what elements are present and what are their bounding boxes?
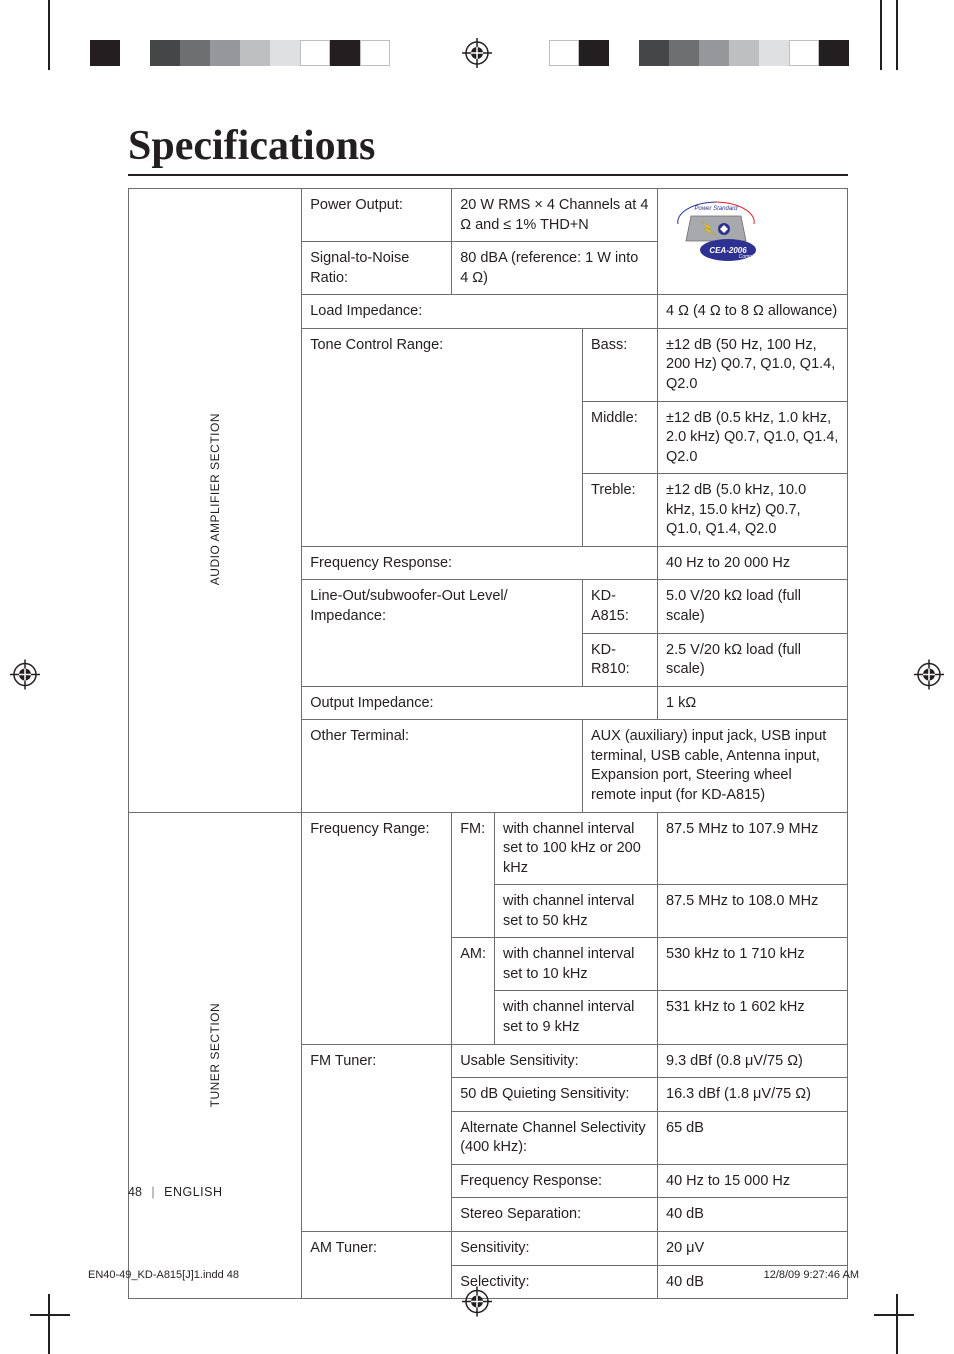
- cell-tuner-freq-value: 40 Hz to 15 000 Hz: [658, 1164, 848, 1198]
- cell-kd-a815-value: 5.0 V/20 kΩ load (full scale): [658, 580, 848, 633]
- footer-separator: |: [151, 1185, 154, 1199]
- cell-freq-resp-label: Frequency Response:: [302, 546, 658, 580]
- page-number: 48: [128, 1185, 142, 1199]
- cell-lineout-label: Line-Out/subwoofer-Out Level/ Impedance:: [302, 580, 583, 686]
- cell-tone-label: Tone Control Range:: [302, 328, 583, 546]
- cell-usable-sens-value: 9.3 dBf (0.8 μV/75 Ω): [658, 1044, 848, 1078]
- cell-kd-r810-label: KD-R810:: [583, 633, 658, 686]
- cell-am-label: AM:: [452, 938, 495, 1044]
- registration-mark-bottom: [462, 1287, 492, 1322]
- cell-am-sens-label: Sensitivity:: [452, 1231, 658, 1265]
- cell-am10-value: 530 kHz to 1 710 kHz: [658, 938, 848, 991]
- cell-stereo-sep-label: Stereo Separation:: [452, 1198, 658, 1232]
- calibration-strip-left: [90, 40, 390, 66]
- printer-crop-marks-bottom: [0, 1284, 954, 1354]
- cell-bass-value: ±12 dB (50 Hz, 100 Hz, 200 Hz) Q0.7, Q1.…: [658, 328, 848, 401]
- printer-crop-marks-top: [0, 0, 954, 90]
- cell-load-imp-value: 4 Ω (4 Ω to 8 Ω allowance): [658, 295, 848, 329]
- cell-snr-value: 80 dBA (reference: 1 W into 4 Ω): [452, 242, 658, 295]
- specifications-table: AUDIO AMPLIFIER SECTION Power Output: 20…: [128, 188, 848, 1299]
- cell-am9-label: with channel interval set to 9 kHz: [494, 991, 657, 1044]
- page-title: Specifications: [128, 122, 848, 176]
- cell-other-value: AUX (auxiliary) input jack, USB input te…: [583, 720, 848, 812]
- cell-out-imp-value: 1 kΩ: [658, 686, 848, 720]
- cell-quiet-sens-label: 50 dB Quieting Sensitivity:: [452, 1078, 658, 1112]
- cell-alt-ch-label: Alternate Channel Selectivity (400 kHz):: [452, 1111, 658, 1164]
- page-content: Specifications AUDIO AMPLIFIER SECTION P…: [128, 122, 848, 1299]
- cell-other-label: Other Terminal:: [302, 720, 583, 812]
- cell-kd-r810-value: 2.5 V/20 kΩ load (full scale): [658, 633, 848, 686]
- cell-load-imp-label: Load Impedance:: [302, 295, 658, 329]
- registration-mark-top: [462, 38, 492, 68]
- cell-alt-ch-value: 65 dB: [658, 1111, 848, 1164]
- section-label-audio: AUDIO AMPLIFIER SECTION: [129, 189, 302, 813]
- cell-tuner-freq-label: Frequency Response:: [452, 1164, 658, 1198]
- calibration-strip-right: [549, 40, 849, 66]
- cell-am-sens-value: 20 μV: [658, 1231, 848, 1265]
- registration-mark-left: [10, 660, 40, 695]
- section-label-tuner: TUNER SECTION: [129, 812, 302, 1299]
- cell-stereo-sep-value: 40 dB: [658, 1198, 848, 1232]
- cell-bass-label: Bass:: [583, 328, 658, 401]
- cell-power-output-value: 20 W RMS × 4 Channels at 4 Ω and ≤ 1% TH…: [452, 189, 658, 242]
- print-file: EN40-49_KD-A815[J]1.indd 48: [88, 1269, 239, 1281]
- cell-am10-label: with channel interval set to 10 kHz: [494, 938, 657, 991]
- footer-language: ENGLISH: [164, 1185, 222, 1199]
- cell-treble-value: ±12 dB (5.0 kHz, 10.0 kHz, 15.0 kHz) Q0.…: [658, 474, 848, 547]
- cell-usable-sens-label: Usable Sensitivity:: [452, 1044, 658, 1078]
- cell-fm-tuner-label: FM Tuner:: [302, 1044, 452, 1231]
- cell-fm100-value: 87.5 MHz to 107.9 MHz: [658, 812, 848, 885]
- cell-fm50-label: with channel interval set to 50 kHz: [494, 885, 657, 938]
- cell-power-output-label: Power Output:: [302, 189, 452, 242]
- cell-middle-value: ±12 dB (0.5 kHz, 1.0 kHz, 2.0 kHz) Q0.7,…: [658, 401, 848, 474]
- cell-freq-resp-value: 40 Hz to 20 000 Hz: [658, 546, 848, 580]
- cea-badge: Power Standard CEA-2006 Compliant: [658, 189, 848, 295]
- cell-freq-range-label: Frequency Range:: [302, 812, 452, 1044]
- cell-fm-label: FM:: [452, 812, 495, 938]
- cell-snr-label: Signal-to-Noise Ratio:: [302, 242, 452, 295]
- registration-mark-right: [914, 660, 944, 695]
- svg-text:Compliant: Compliant: [739, 254, 762, 260]
- cell-out-imp-label: Output Impedance:: [302, 686, 658, 720]
- cell-treble-label: Treble:: [583, 474, 658, 547]
- cell-fm50-value: 87.5 MHz to 108.0 MHz: [658, 885, 848, 938]
- cell-middle-label: Middle:: [583, 401, 658, 474]
- print-date: 12/8/09 9:27:46 AM: [764, 1269, 859, 1281]
- cell-fm100-label: with channel interval set to 100 kHz or …: [494, 812, 657, 885]
- svg-text:Power Standard: Power Standard: [694, 206, 738, 212]
- page-footer: 48 | ENGLISH: [128, 1185, 223, 1199]
- cell-am9-value: 531 kHz to 1 602 kHz: [658, 991, 848, 1044]
- cell-kd-a815-label: KD-A815:: [583, 580, 658, 633]
- cell-quiet-sens-value: 16.3 dBf (1.8 μV/75 Ω): [658, 1078, 848, 1112]
